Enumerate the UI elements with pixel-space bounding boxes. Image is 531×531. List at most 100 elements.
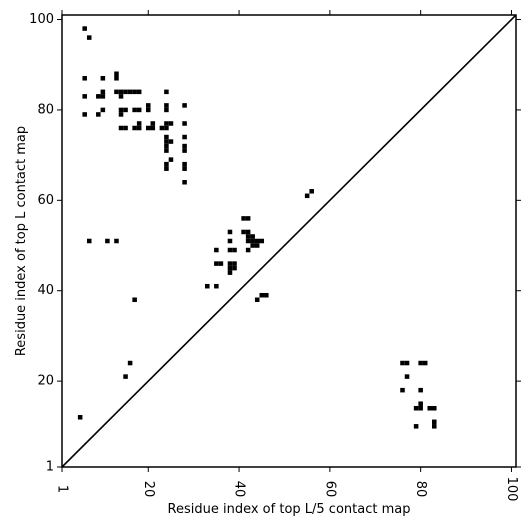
- contact-cell-top-l5: [404, 360, 410, 366]
- contact-cell-top-l: [136, 107, 142, 113]
- contact-cell-top-l: [100, 76, 106, 81]
- y-tick-label: 100: [29, 12, 54, 27]
- contact-cell-top-l: [259, 238, 265, 244]
- contact-cell-top-l: [118, 107, 124, 113]
- contact-cell-top-l: [250, 243, 255, 248]
- contact-cell-top-l5: [418, 401, 423, 406]
- contact-cell-top-l: [86, 238, 92, 244]
- contact-cell-top-l: [182, 143, 187, 149]
- contact-cell-top-l: [254, 238, 260, 244]
- contact-cell-top-l: [96, 112, 101, 117]
- contact-cell-top-l: [86, 35, 92, 40]
- contact-cell-top-l: [164, 134, 169, 140]
- contact-cell-top-l: [114, 238, 119, 244]
- contact-cell-top-l: [232, 265, 237, 271]
- y-tick-labels: 1 20 40 60 80 100: [29, 12, 54, 474]
- contact-cell-top-l5: [400, 387, 405, 393]
- contact-cell-top-l: [245, 234, 251, 239]
- contact-cell-top-l: [254, 243, 260, 248]
- contact-cell-top-l: [245, 238, 251, 244]
- contact-cell-top-l: [254, 297, 260, 303]
- contact-cell-top-l: [205, 283, 210, 289]
- contact-cell-top-l: [164, 161, 169, 167]
- contact-cell-top-l: [136, 121, 142, 126]
- plot-frame: [61, 14, 517, 468]
- contact-cell-top-l: [164, 148, 169, 153]
- contact-cell-top-l: [182, 179, 187, 185]
- contact-cell-top-l: [136, 125, 142, 131]
- diagonal-line: [61, 14, 517, 468]
- contact-cell-top-l5: [304, 193, 310, 199]
- contact-cell-top-l: [182, 148, 187, 153]
- contact-cell-top-l: [227, 238, 233, 244]
- contact-cell-top-l: [168, 121, 174, 126]
- contact-cell-top-l: [123, 374, 128, 379]
- contact-cell-top-l: [118, 89, 124, 95]
- contact-cell-top-l: [132, 107, 137, 113]
- contact-cell-top-l: [77, 415, 83, 420]
- contact-cell-top-l: [100, 107, 106, 113]
- contact-cell-top-l: [227, 261, 233, 266]
- contact-cell-top-l: [164, 107, 169, 113]
- contact-cell-top-l: [264, 292, 269, 298]
- contact-cell-top-l: [164, 143, 169, 149]
- contact-cell-top-l: [164, 121, 169, 126]
- contact-cell-top-l5: [413, 424, 419, 429]
- contact-cell-top-l: [214, 247, 219, 253]
- contact-cell-top-l: [241, 229, 246, 235]
- contact-cell-top-l: [127, 360, 133, 366]
- contact-cell-top-l: [82, 112, 87, 117]
- contact-cell-top-l: [150, 125, 156, 131]
- contact-cell-top-l5: [413, 405, 419, 411]
- contact-cell-top-l: [182, 103, 187, 108]
- contact-cell-top-l: [118, 94, 124, 99]
- contact-cell-top-l: [250, 238, 255, 244]
- contact-cell-top-l: [245, 229, 251, 235]
- contact-cell-top-l: [100, 94, 106, 99]
- contact-cell-top-l5: [418, 387, 423, 393]
- x-tick-label: 80: [413, 481, 428, 498]
- contact-cell-top-l: [164, 89, 169, 95]
- x-tick-label: 40: [232, 481, 247, 498]
- contact-cell-top-l: [82, 94, 87, 99]
- contact-cell-top-l: [214, 283, 219, 289]
- y-tick-label: 60: [37, 193, 54, 208]
- contact-cell-top-l: [250, 234, 255, 239]
- contact-cell-top-l: [168, 157, 174, 162]
- contact-cell-top-l: [127, 89, 133, 95]
- contact-cell-top-l: [114, 71, 119, 77]
- contact-cell-top-l: [118, 125, 124, 131]
- axis-ticks: [57, 10, 521, 472]
- contact-cell-top-l5: [418, 405, 423, 411]
- contact-cell-top-l: [164, 166, 169, 171]
- y-axis-label: Residue index of top L contact map: [14, 126, 29, 356]
- contact-cell-top-l: [96, 94, 101, 99]
- contact-cell-top-l: [145, 103, 151, 108]
- contact-cell-top-l: [114, 89, 119, 95]
- y-tick-label: 80: [37, 102, 54, 117]
- contact-cell-top-l: [218, 261, 224, 266]
- contact-cell-top-l: [145, 107, 151, 113]
- x-tick-label: 60: [322, 481, 337, 498]
- x-tick-label: 1: [55, 485, 70, 493]
- contact-cell-top-l: [105, 238, 110, 244]
- contact-cell-top-l: [132, 125, 137, 131]
- contact-cell-top-l5: [432, 424, 437, 429]
- contact-cell-top-l: [145, 125, 151, 131]
- y-tick-label: 20: [37, 374, 54, 389]
- contact-cell-top-l: [232, 247, 237, 253]
- x-tick-label: 100: [504, 477, 519, 502]
- contact-cell-top-l: [227, 265, 233, 271]
- contact-cell-top-l: [168, 139, 174, 144]
- contact-cell-top-l: [100, 89, 106, 95]
- contact-cell-top-l: [150, 121, 156, 126]
- contact-cell-top-l: [182, 134, 187, 140]
- contact-cell-top-l: [82, 26, 87, 31]
- contact-cell-top-l: [132, 89, 137, 95]
- contact-cell-top-l: [182, 121, 187, 126]
- contact-cell-top-l: [136, 89, 142, 95]
- contact-cell-top-l: [123, 125, 128, 131]
- contact-cell-top-l: [182, 161, 187, 167]
- contact-cell-top-l5: [432, 405, 437, 411]
